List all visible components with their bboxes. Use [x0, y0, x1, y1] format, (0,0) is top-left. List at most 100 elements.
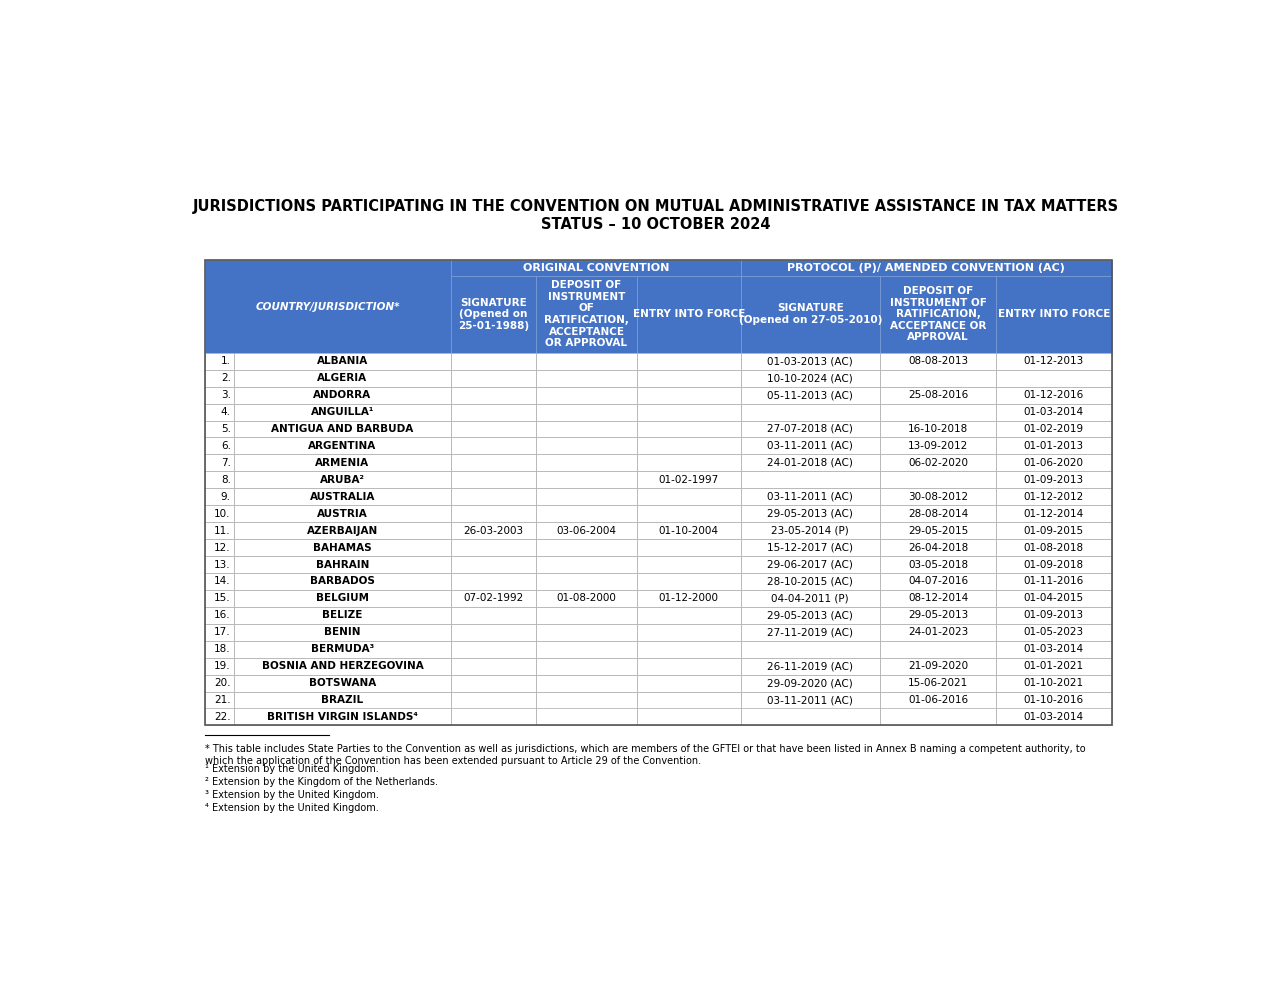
Bar: [451, 505, 536, 522]
Text: 10.: 10.: [214, 508, 230, 518]
Text: COUNTRY/JURISDICTION*: COUNTRY/JURISDICTION*: [256, 302, 401, 312]
Bar: [234, 437, 451, 454]
Bar: [451, 674, 536, 691]
Bar: [996, 454, 1112, 472]
Text: DEPOSIT OF
INSTRUMENT OF
RATIFICATION,
ACCEPTANCE OR
APPROVAL: DEPOSIT OF INSTRUMENT OF RATIFICATION, A…: [890, 286, 987, 342]
Bar: [996, 589, 1112, 607]
Bar: [234, 641, 451, 658]
Bar: [741, 454, 881, 472]
Bar: [741, 353, 881, 370]
Text: 01-05-2023: 01-05-2023: [1024, 627, 1084, 637]
Text: BELGIUM: BELGIUM: [316, 593, 369, 603]
Text: BRAZIL: BRAZIL: [321, 695, 364, 705]
Bar: [234, 404, 451, 420]
Bar: [536, 573, 637, 589]
Bar: [205, 658, 234, 674]
Bar: [234, 658, 451, 674]
Text: BOSNIA AND HERZEGOVINA: BOSNIA AND HERZEGOVINA: [261, 662, 424, 672]
Text: AUSTRIA: AUSTRIA: [317, 508, 367, 518]
Bar: [881, 589, 996, 607]
Bar: [637, 573, 741, 589]
Bar: [536, 370, 637, 387]
Bar: [451, 387, 536, 404]
Bar: [741, 420, 881, 437]
Bar: [637, 505, 741, 522]
Bar: [536, 505, 637, 522]
Bar: [205, 589, 234, 607]
Bar: [451, 404, 536, 420]
Text: ¹ Extension by the United Kingdom.: ¹ Extension by the United Kingdom.: [205, 764, 379, 774]
Text: ANTIGUA AND BARBUDA: ANTIGUA AND BARBUDA: [271, 424, 413, 434]
Bar: [205, 489, 234, 505]
Bar: [637, 708, 741, 726]
Text: 26-03-2003: 26-03-2003: [463, 525, 524, 536]
Text: 2.: 2.: [220, 373, 230, 383]
Text: ANGUILLA¹: ANGUILLA¹: [311, 407, 374, 417]
Text: 25-08-2016: 25-08-2016: [908, 390, 968, 401]
Text: ALBANIA: ALBANIA: [317, 356, 369, 366]
Bar: [637, 387, 741, 404]
Bar: [234, 472, 451, 489]
Text: 27-11-2019 (AC): 27-11-2019 (AC): [767, 627, 854, 637]
Text: 01-10-2021: 01-10-2021: [1024, 678, 1084, 688]
Bar: [205, 691, 234, 708]
Text: 08-08-2013: 08-08-2013: [908, 356, 968, 366]
Text: BAHAMAS: BAHAMAS: [314, 543, 371, 553]
Text: 26-11-2019 (AC): 26-11-2019 (AC): [767, 662, 854, 672]
Bar: [451, 370, 536, 387]
Text: 01-03-2014: 01-03-2014: [1024, 712, 1084, 722]
Text: BAHRAIN: BAHRAIN: [316, 560, 369, 570]
Text: 03-05-2018: 03-05-2018: [908, 560, 968, 570]
Text: 21.: 21.: [214, 695, 230, 705]
Bar: [536, 708, 637, 726]
Text: 01-09-2018: 01-09-2018: [1024, 560, 1084, 570]
Text: 18.: 18.: [214, 644, 230, 654]
Text: 8.: 8.: [220, 475, 230, 485]
Text: 01-12-2012: 01-12-2012: [1024, 492, 1084, 501]
Text: 06-02-2020: 06-02-2020: [908, 458, 968, 468]
Text: 01-06-2020: 01-06-2020: [1024, 458, 1084, 468]
Bar: [536, 353, 637, 370]
Text: 4.: 4.: [220, 407, 230, 417]
Bar: [741, 641, 881, 658]
Text: 26-04-2018: 26-04-2018: [908, 543, 968, 553]
Bar: [741, 573, 881, 589]
Bar: [234, 522, 451, 539]
Text: ARGENTINA: ARGENTINA: [308, 441, 376, 451]
Text: 28-10-2015 (AC): 28-10-2015 (AC): [768, 577, 854, 586]
Bar: [205, 573, 234, 589]
Text: BELIZE: BELIZE: [323, 610, 362, 620]
Bar: [234, 420, 451, 437]
Text: 01-03-2013 (AC): 01-03-2013 (AC): [768, 356, 854, 366]
Text: 11.: 11.: [214, 525, 230, 536]
Text: 01-03-2014: 01-03-2014: [1024, 644, 1084, 654]
Bar: [205, 641, 234, 658]
Text: 03-11-2011 (AC): 03-11-2011 (AC): [768, 695, 854, 705]
Text: 24-01-2023: 24-01-2023: [908, 627, 968, 637]
Bar: [637, 370, 741, 387]
Text: AZERBAIJAN: AZERBAIJAN: [307, 525, 378, 536]
Bar: [234, 556, 451, 573]
Bar: [881, 674, 996, 691]
Text: BRITISH VIRGIN ISLANDS⁴: BRITISH VIRGIN ISLANDS⁴: [268, 712, 417, 722]
Bar: [637, 539, 741, 556]
Bar: [451, 691, 536, 708]
Bar: [536, 454, 637, 472]
Bar: [881, 370, 996, 387]
Text: 01-03-2014: 01-03-2014: [1024, 407, 1084, 417]
Bar: [451, 522, 536, 539]
Bar: [234, 624, 451, 641]
Bar: [741, 404, 881, 420]
Bar: [637, 353, 741, 370]
Bar: [996, 539, 1112, 556]
Bar: [451, 708, 536, 726]
Bar: [234, 353, 451, 370]
Bar: [996, 556, 1112, 573]
Bar: [536, 522, 637, 539]
Bar: [205, 404, 234, 420]
Text: 29-05-2015: 29-05-2015: [908, 525, 968, 536]
Text: 15-12-2017 (AC): 15-12-2017 (AC): [767, 543, 854, 553]
Bar: [741, 505, 881, 522]
Bar: [741, 708, 881, 726]
Text: 08-12-2014: 08-12-2014: [908, 593, 968, 603]
